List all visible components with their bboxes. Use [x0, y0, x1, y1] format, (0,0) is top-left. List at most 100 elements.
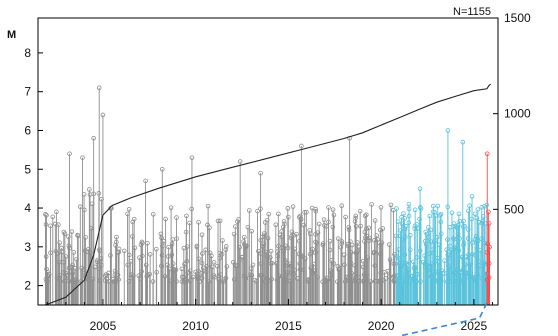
event-marker	[165, 262, 170, 268]
event-marker	[128, 258, 133, 264]
event-marker	[268, 261, 274, 266]
x-tick-2015: 2015	[275, 319, 302, 333]
event-marker	[418, 279, 423, 284]
event-marker	[335, 236, 341, 241]
event-marker	[394, 206, 399, 211]
event-marker	[159, 166, 165, 172]
event-marker	[199, 232, 205, 238]
event-marker	[412, 223, 418, 229]
event-marker	[238, 257, 243, 262]
event-marker	[464, 270, 469, 276]
event-marker	[411, 265, 417, 271]
plot-frame	[37, 17, 499, 306]
event-marker	[447, 279, 452, 285]
event-marker	[413, 279, 419, 284]
event-marker	[54, 251, 60, 256]
event-marker	[243, 275, 248, 281]
event-marker	[465, 270, 471, 276]
event-marker	[312, 268, 318, 273]
event-marker	[431, 271, 437, 277]
event-marker	[58, 272, 63, 278]
event-marker	[352, 219, 358, 224]
event-marker	[437, 213, 443, 218]
event-marker	[97, 248, 103, 254]
event-marker	[204, 269, 209, 275]
event-marker	[210, 264, 215, 270]
event-marker	[99, 263, 104, 268]
event-marker	[360, 258, 366, 264]
event-marker	[106, 279, 112, 284]
event-marker	[57, 240, 62, 245]
right-tick-1500: 1500	[504, 11, 531, 25]
event-marker	[88, 250, 93, 256]
event-marker	[159, 263, 164, 269]
event-marker	[138, 276, 144, 282]
event-marker	[406, 220, 412, 225]
event-marker	[352, 263, 357, 268]
event-marker	[183, 229, 189, 235]
event-marker	[445, 237, 450, 242]
event-marker	[324, 224, 329, 229]
event-marker	[349, 242, 355, 248]
event-marker	[460, 254, 466, 260]
event-marker	[184, 213, 189, 219]
event-marker	[480, 218, 485, 224]
event-marker	[171, 267, 177, 273]
event-marker	[369, 202, 374, 207]
event-marker	[465, 227, 471, 232]
event-marker	[372, 218, 378, 223]
event-marker	[411, 275, 417, 280]
event-marker	[313, 239, 318, 245]
event-marker	[349, 276, 355, 282]
event-marker	[472, 252, 478, 258]
event-marker	[194, 244, 200, 250]
event-marker	[475, 207, 481, 212]
event-marker	[356, 275, 362, 280]
event-marker	[427, 213, 433, 219]
event-marker	[282, 279, 287, 284]
event-marker	[324, 275, 330, 281]
event-marker	[95, 257, 100, 263]
event-marker	[150, 279, 156, 284]
event-marker	[461, 240, 467, 246]
event-marker	[402, 226, 408, 232]
event-marker	[290, 204, 296, 209]
event-marker	[259, 272, 264, 278]
event-marker	[322, 279, 328, 284]
event-marker	[417, 205, 423, 210]
event-marker	[277, 232, 283, 238]
event-marker	[196, 268, 201, 274]
event-marker	[296, 251, 302, 257]
event-marker	[479, 205, 485, 210]
event-marker	[126, 252, 132, 258]
event-marker	[181, 245, 187, 251]
event-marker	[404, 261, 409, 266]
event-marker	[313, 232, 318, 237]
event-marker	[406, 213, 412, 219]
event-marker	[282, 258, 288, 263]
event-marker	[346, 227, 352, 233]
event-marker	[67, 245, 72, 251]
event-marker	[250, 262, 256, 268]
event-marker	[162, 274, 168, 279]
event-marker	[273, 222, 279, 228]
x-tick-2020: 2020	[368, 319, 395, 333]
event-marker	[386, 274, 392, 279]
event-marker	[366, 238, 372, 243]
event-marker	[345, 241, 351, 247]
event-marker	[393, 253, 399, 259]
event-marker	[395, 274, 400, 279]
event-marker	[173, 267, 179, 272]
event-marker	[456, 268, 462, 274]
event-marker	[71, 277, 77, 283]
event-marker	[315, 275, 320, 280]
event-marker	[63, 254, 69, 259]
event-marker	[339, 203, 345, 209]
event-marker	[266, 278, 272, 283]
event-marker	[263, 249, 269, 255]
event-marker	[169, 252, 175, 258]
event-marker	[425, 225, 431, 230]
event-marker	[361, 272, 367, 277]
event-marker	[430, 247, 435, 252]
event-marker	[99, 196, 104, 202]
